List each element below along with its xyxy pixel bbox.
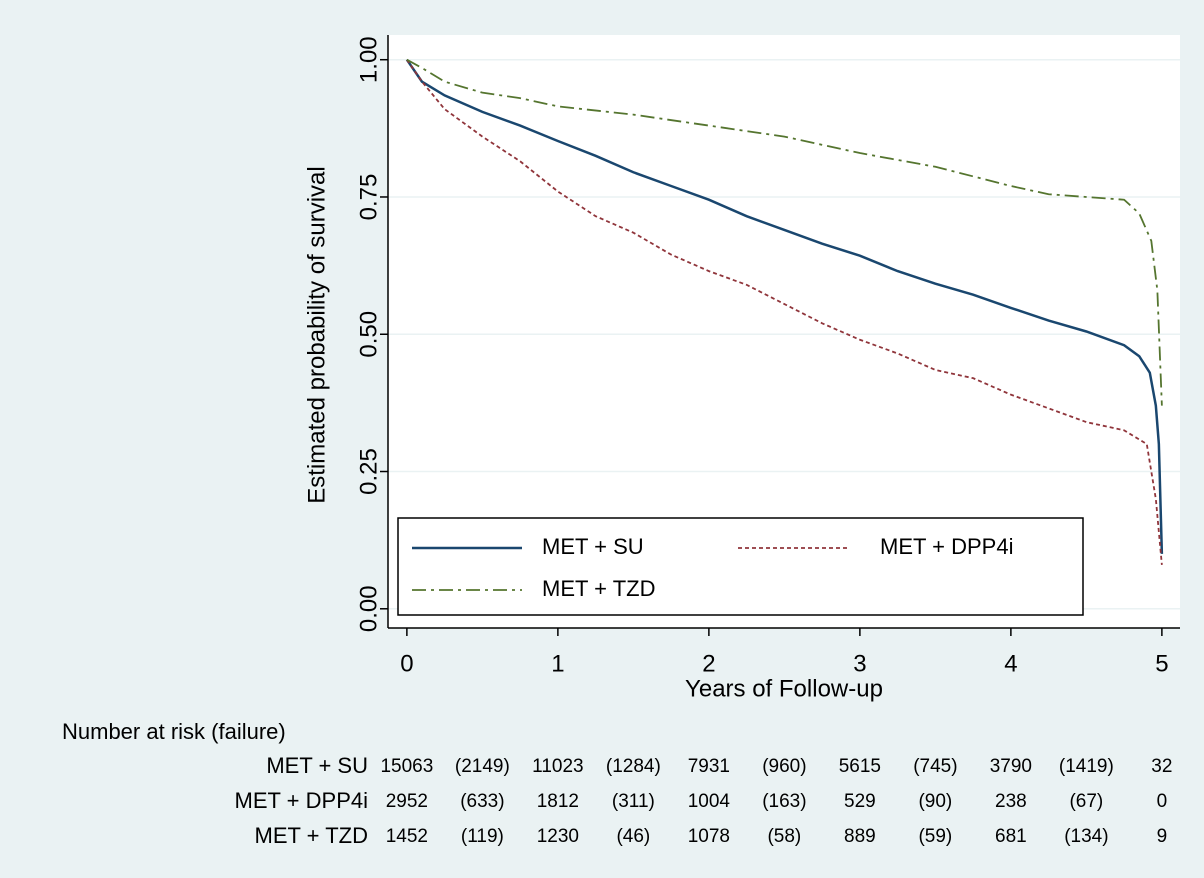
at-risk: 238	[995, 791, 1027, 812]
x-tick-label: 1	[551, 650, 564, 677]
failures: (90)	[918, 791, 952, 812]
at-risk: 7931	[688, 756, 730, 777]
y-tick-label: 0.75	[355, 174, 382, 221]
failures: (59)	[918, 826, 952, 847]
at-risk: 3790	[990, 756, 1032, 777]
at-risk: 32	[1151, 756, 1172, 777]
failures: (2149)	[455, 756, 510, 777]
failures: (1419)	[1059, 756, 1114, 777]
failures: (119)	[461, 826, 504, 847]
legend-label: MET + DPP4i	[880, 534, 1013, 559]
legend-label: MET + SU	[542, 534, 644, 559]
failures: (311)	[612, 791, 655, 812]
at-risk: 1078	[688, 826, 730, 847]
survival-line	[405, 59, 1164, 554]
at-risk: 15063	[380, 756, 433, 777]
x-tick-label: 0	[400, 650, 413, 677]
at-risk: 529	[844, 791, 876, 812]
y-tick-label: 0.25	[355, 448, 382, 495]
failures: (58)	[767, 826, 801, 847]
at-risk: 1004	[688, 791, 731, 812]
y-tick-label: 0.00	[355, 585, 382, 632]
legend-label: MET + TZD	[542, 576, 655, 601]
risk-row-name: MET + TZD	[255, 823, 368, 848]
x-tick-label: 3	[853, 650, 866, 677]
failures: (745)	[913, 756, 957, 777]
failures: (67)	[1069, 791, 1103, 812]
x-axis-label: Years of Follow-up	[685, 675, 883, 702]
survival-line	[406, 59, 1163, 565]
y-axis-label: Estimated probability of survival	[303, 166, 330, 503]
risk-table-title: Number at risk (failure)	[62, 719, 286, 744]
failures: (633)	[460, 791, 504, 812]
survival-line	[406, 58, 1163, 406]
risk-row-name: MET + DPP4i	[235, 788, 368, 813]
x-tick-label: 5	[1155, 650, 1168, 677]
at-risk: 2952	[386, 791, 428, 812]
y-tick-label: 1.00	[355, 36, 382, 83]
failures: (46)	[616, 826, 650, 847]
at-risk: 9	[1157, 826, 1168, 847]
at-risk: 681	[995, 826, 1027, 847]
failures: (1284)	[606, 756, 661, 777]
at-risk: 1812	[537, 791, 579, 812]
failures: (960)	[762, 756, 806, 777]
at-risk: 1452	[386, 826, 428, 847]
failures: (163)	[762, 791, 806, 812]
at-risk: 5615	[839, 756, 881, 777]
y-tick-label: 0.50	[355, 311, 382, 358]
failures: (134)	[1064, 826, 1108, 847]
at-risk: 889	[844, 826, 876, 847]
legend	[397, 517, 1084, 616]
x-tick-label: 2	[702, 650, 715, 677]
risk-row-name: MET + SU	[266, 753, 368, 778]
at-risk: 0	[1157, 791, 1168, 812]
at-risk: 1230	[537, 826, 579, 847]
x-tick-label: 4	[1004, 650, 1017, 677]
at-risk: 11023	[532, 756, 583, 777]
